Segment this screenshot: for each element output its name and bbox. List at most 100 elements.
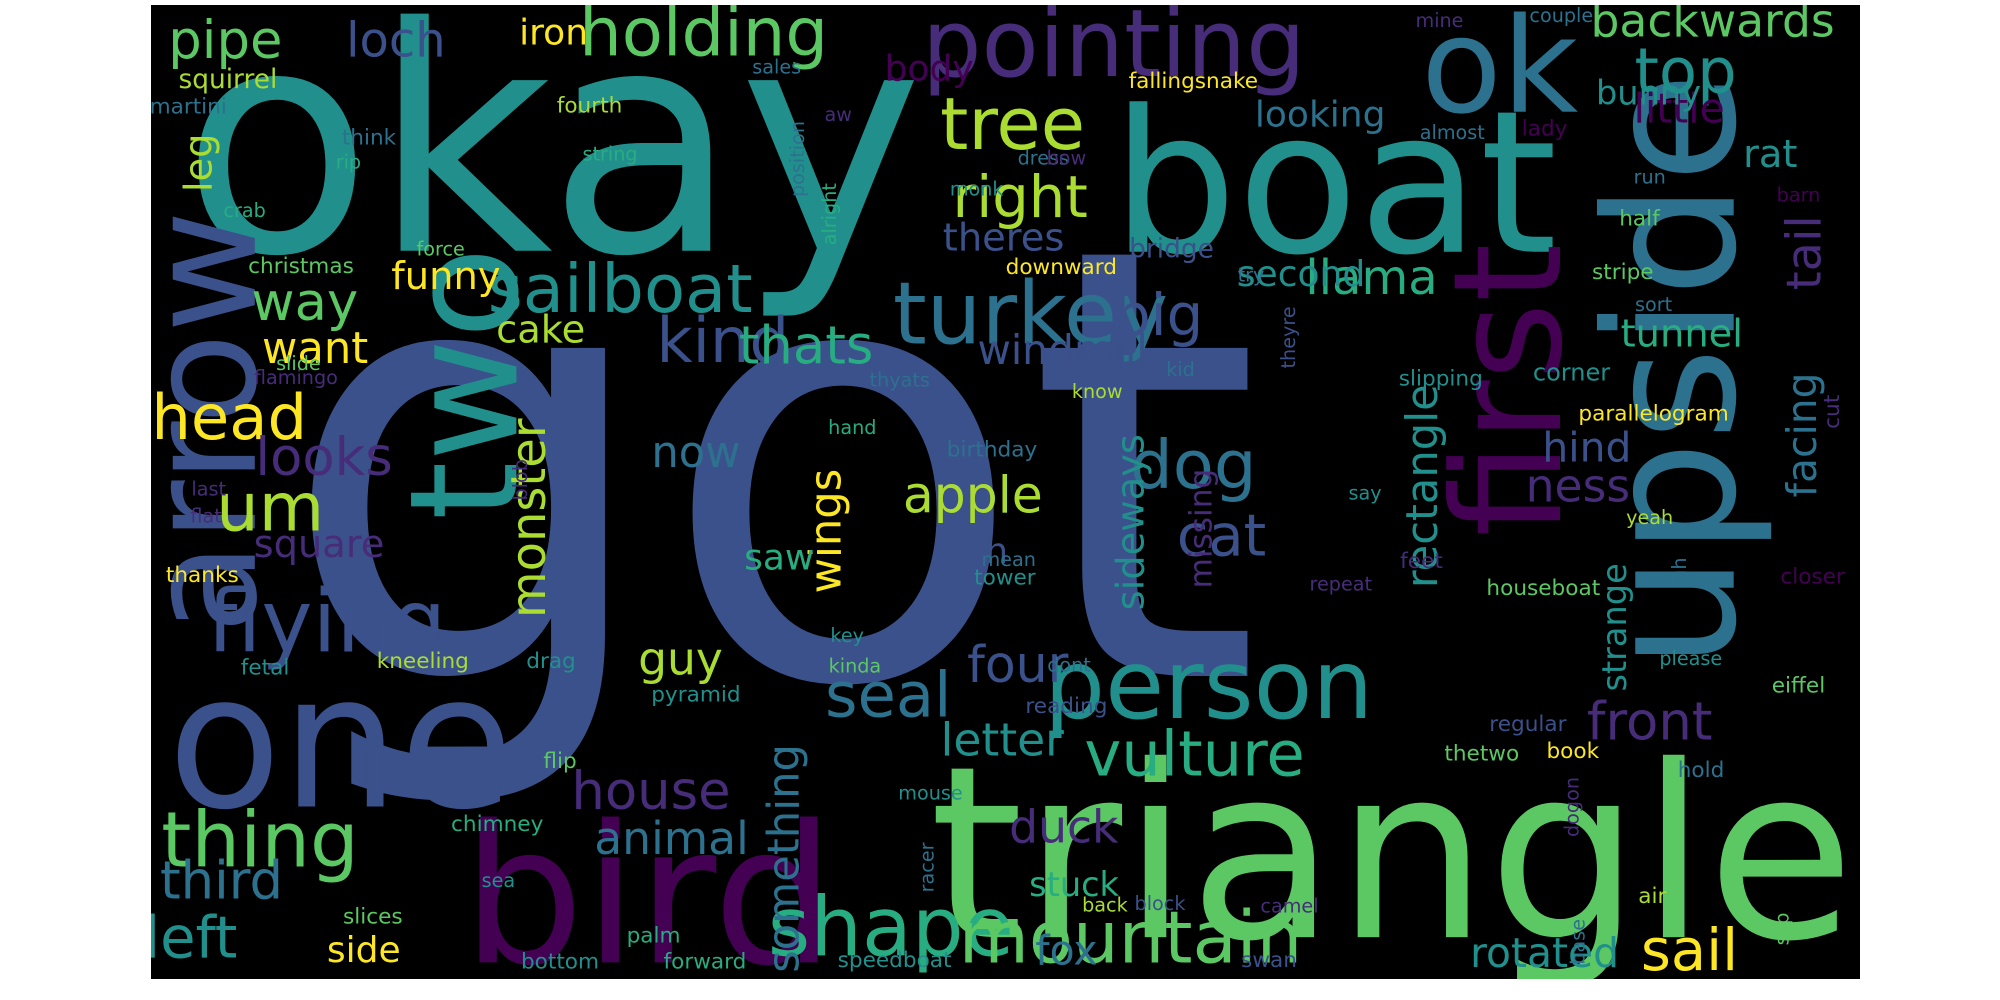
word-forward: forward	[664, 949, 747, 974]
word-second: second	[1237, 254, 1365, 295]
word-sales: sales	[752, 55, 801, 78]
word-parallelogram: parallelogram	[1578, 401, 1728, 426]
word-bridge: bridge	[1129, 234, 1214, 265]
word-arrow: arrow	[151, 210, 291, 634]
word-speedboat: speedboat	[838, 948, 952, 973]
word-christmas: christmas	[248, 254, 354, 279]
word-wings: wings	[802, 469, 852, 594]
word-two: two	[378, 247, 552, 520]
word-letter: letter	[941, 713, 1065, 766]
word-now: now	[651, 428, 740, 478]
word-animal: animal	[594, 812, 749, 865]
word-boat: boat	[1112, 68, 1558, 299]
word-blob: blob	[509, 459, 532, 500]
word-square: square	[254, 522, 385, 567]
word-leg: leg	[177, 133, 222, 192]
word-bow: bow	[1047, 147, 1087, 170]
word-block: block	[1135, 892, 1187, 915]
word-pipe: pipe	[168, 10, 282, 71]
word-fourth: fourth	[557, 93, 623, 118]
word-hand: hand	[828, 416, 876, 439]
cloud-background	[151, 5, 1860, 979]
word-bottom: bottom	[521, 949, 599, 974]
word-yeah: yeah	[1626, 506, 1673, 529]
word-house: house	[571, 761, 730, 822]
word-kinda: kinda	[829, 655, 882, 678]
word-kneeling: kneeling	[377, 649, 469, 674]
word-fallingsnake: fallingsnake	[1129, 69, 1258, 94]
word-thats: thats	[739, 316, 874, 377]
word-ok: ok	[1421, 5, 1579, 144]
word-cloud: got okay triangle boat one upside bird first two…	[151, 5, 1860, 979]
word-slipping: slipping	[1399, 367, 1483, 392]
word-way: way	[251, 272, 358, 333]
word-sideways: sideways	[1109, 434, 1154, 610]
word-feet: feet	[1400, 549, 1443, 574]
word-swan: swan	[1241, 948, 1297, 973]
word-oh: oh	[963, 531, 1008, 572]
word-loch: loch	[346, 13, 446, 69]
word-looking: looking	[1255, 95, 1386, 136]
word-duck: duck	[1009, 801, 1119, 854]
word-key: key	[830, 624, 864, 647]
word-vulture: vulture	[1084, 717, 1304, 790]
word-string: string	[582, 143, 637, 166]
word-side: side	[327, 930, 401, 971]
word-theyre: theyre	[1277, 306, 1300, 368]
word-mountain: mountain	[959, 896, 1302, 979]
word-thyats: thyats	[870, 369, 930, 392]
word-first: first	[1422, 243, 1596, 536]
word-cut: cut	[1820, 395, 1845, 429]
word-holding: holding	[579, 5, 828, 72]
word-rip: rip	[336, 150, 361, 173]
word-person: person	[1044, 629, 1373, 741]
word-cake: cake	[496, 308, 585, 353]
word-lady: lady	[1522, 117, 1568, 142]
word-air: air	[1638, 884, 1666, 909]
word-back: back	[1082, 893, 1128, 916]
word-thetwo: thetwo	[1444, 741, 1519, 766]
word-windmill: windmill	[977, 326, 1147, 374]
word-third: third	[160, 851, 283, 912]
word-triangle: triangle	[929, 714, 1854, 979]
word-aw: aw	[824, 103, 851, 126]
word-mine: mine	[1416, 9, 1464, 32]
word-fetal: fetal	[241, 655, 290, 680]
word-thanks: thanks	[166, 563, 239, 588]
word-force: force	[417, 238, 465, 261]
word-reading: reading	[1025, 694, 1107, 719]
word-flamingo: flamingo	[254, 366, 338, 389]
word-saw: saw	[744, 537, 814, 578]
word-kind: kind	[656, 304, 789, 377]
word-try: try	[1238, 263, 1265, 286]
word-um: um	[216, 468, 324, 546]
word-got: got	[279, 119, 1262, 818]
word-birthday: birthday	[947, 437, 1038, 462]
word-flip: flip	[543, 749, 576, 774]
word-rat: rat	[1743, 132, 1797, 177]
word-okay: okay	[181, 5, 923, 325]
word-cat: cat	[1177, 503, 1267, 570]
word-front: front	[1587, 692, 1713, 753]
word-sailboat: sailboat	[488, 250, 753, 328]
word-dont: dont	[1047, 653, 1091, 676]
word-facing: facing	[1778, 372, 1826, 497]
word-last: last	[191, 478, 226, 501]
word-rectangle: rectangle	[1398, 384, 1448, 588]
word-something: something	[759, 744, 809, 973]
word-dress: dress	[1018, 147, 1069, 170]
word-drag: drag	[526, 649, 576, 674]
word-body: body	[885, 48, 974, 89]
word-rotated: rotated	[1470, 929, 1619, 977]
word-book: book	[1546, 739, 1599, 764]
word-stripe: stripe	[1592, 260, 1654, 285]
word-say: say	[1349, 481, 1382, 504]
word-stuck: stuck	[1029, 865, 1119, 904]
word-slices: slices	[343, 904, 403, 929]
word-slide: slide	[276, 352, 321, 375]
word-barn: barn	[1777, 184, 1821, 207]
word-alright: alright	[818, 183, 841, 246]
word-looks: looks	[255, 427, 392, 488]
word-couple: couple	[1529, 5, 1593, 27]
